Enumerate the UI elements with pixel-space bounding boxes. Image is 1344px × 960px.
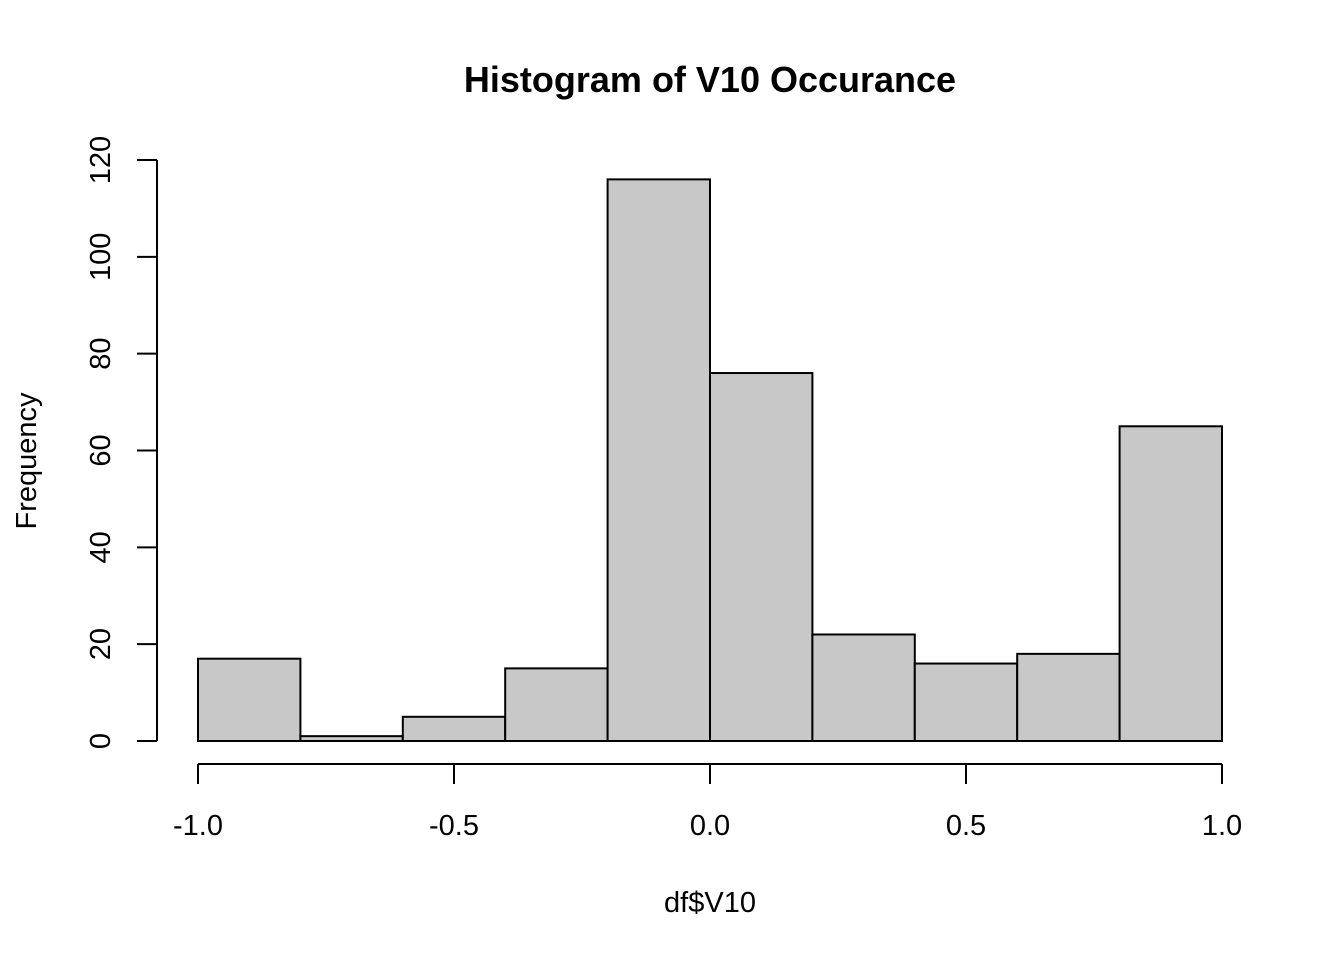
x-axis-label: df$V10 bbox=[664, 887, 756, 919]
x-tick-label: 0.5 bbox=[946, 810, 986, 842]
histogram-bar bbox=[504, 667, 609, 742]
y-tick-label: 120 bbox=[85, 136, 117, 184]
x-tick-label: -1.0 bbox=[173, 810, 223, 842]
histogram-bar bbox=[709, 372, 814, 742]
x-tick-label: 0.0 bbox=[690, 810, 730, 842]
histogram-bar bbox=[1016, 652, 1121, 742]
y-tick-label: 80 bbox=[85, 338, 117, 370]
histogram-bar bbox=[811, 633, 916, 743]
histogram-bar bbox=[401, 715, 507, 743]
x-tick-label: -0.5 bbox=[429, 810, 479, 842]
histogram-bar bbox=[299, 735, 404, 742]
y-tick-label: 100 bbox=[85, 233, 117, 281]
y-tick-label: 0 bbox=[85, 733, 117, 749]
histogram-bar bbox=[197, 657, 302, 742]
histogram-bar bbox=[913, 662, 1019, 742]
y-axis-label: Frequency bbox=[11, 392, 43, 530]
y-tick-label: 40 bbox=[85, 531, 117, 563]
y-axis: 0 20 40 60 80 100 120 bbox=[85, 136, 158, 749]
bars-group bbox=[197, 178, 1223, 743]
histogram-bar bbox=[1118, 425, 1223, 742]
y-tick-label: 60 bbox=[85, 434, 117, 466]
x-axis: -1.0 -0.5 0.0 0.5 1.0 bbox=[173, 763, 1242, 842]
chart-title: Histogram of V10 Occurance bbox=[464, 59, 956, 100]
y-tick-label: 20 bbox=[85, 628, 117, 660]
x-tick-label: 1.0 bbox=[1202, 810, 1242, 842]
histogram-bar bbox=[606, 178, 711, 743]
